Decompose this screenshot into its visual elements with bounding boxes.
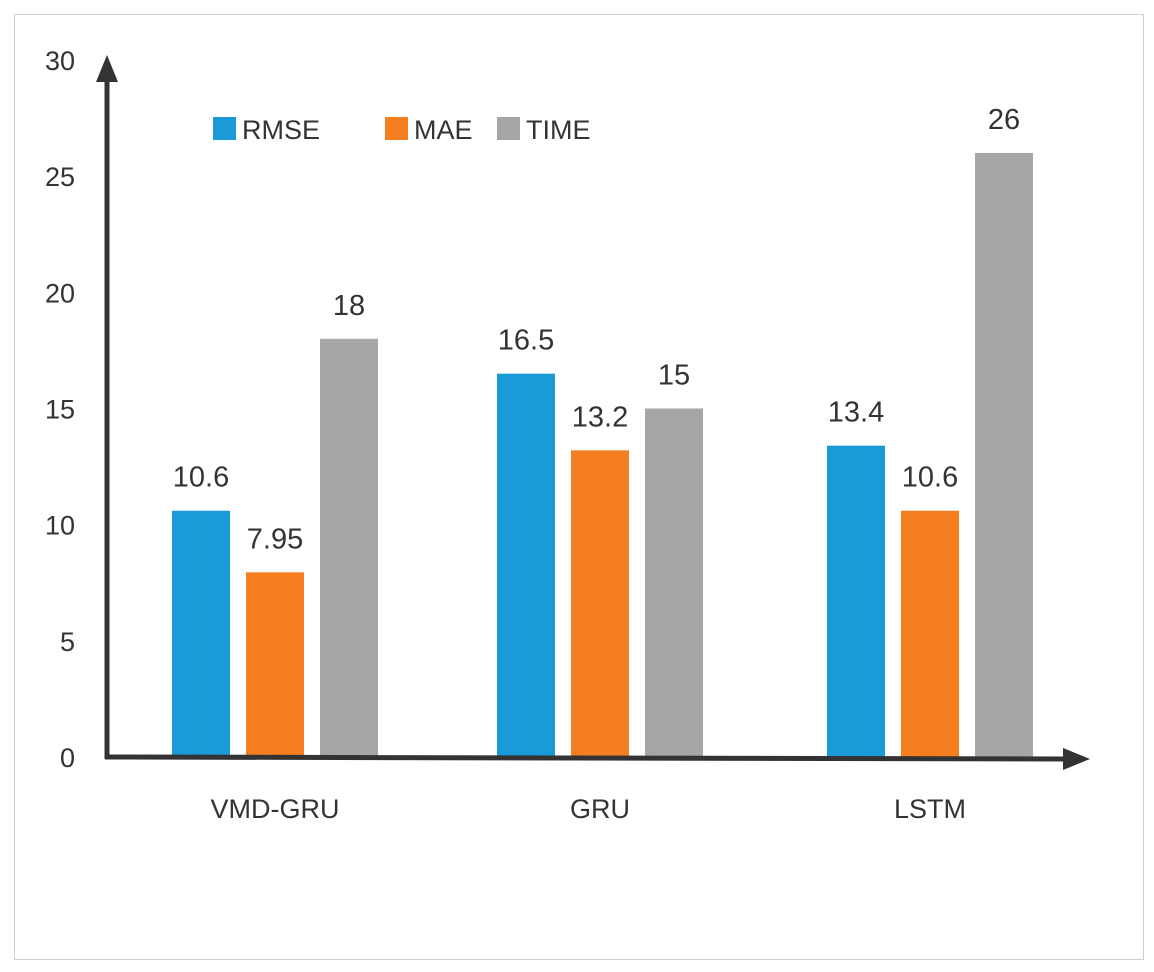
legend-swatch-rmse xyxy=(213,117,236,140)
bars xyxy=(172,152,1033,757)
y-tick-label-25: 25 xyxy=(45,162,75,192)
legend-label-mae: MAE xyxy=(414,115,473,145)
data-labels: 10.6 7.95 18 16.5 13.2 15 13.4 10.6 26 xyxy=(173,104,1020,555)
category-label-vmd-gru: VMD-GRU xyxy=(211,794,340,824)
data-label-time-gru: 15 xyxy=(658,360,690,392)
y-tick-label-5: 5 xyxy=(60,627,75,657)
bar-time-gru xyxy=(645,408,703,757)
legend-swatch-mae xyxy=(385,117,408,140)
data-label-time-vmd-gru: 18 xyxy=(333,290,365,322)
y-tick-label-15: 15 xyxy=(45,395,75,425)
data-label-time-lstm: 26 xyxy=(988,104,1020,136)
bar-rmse-gru xyxy=(497,373,555,757)
y-axis-ticks: 0 5 10 15 20 25 30 xyxy=(45,46,75,773)
category-label-gru: GRU xyxy=(570,794,630,824)
y-tick-label-20: 20 xyxy=(45,278,75,308)
category-labels: VMD-GRU GRU LSTM xyxy=(211,794,967,824)
category-label-lstm: LSTM xyxy=(894,794,966,824)
bar-rmse-lstm xyxy=(827,445,885,757)
bar-mae-lstm xyxy=(901,510,959,757)
data-label-rmse-gru: 16.5 xyxy=(498,325,554,357)
legend-label-rmse: RMSE xyxy=(242,115,320,145)
bar-mae-gru xyxy=(571,450,629,757)
data-label-rmse-lstm: 13.4 xyxy=(828,397,884,429)
x-axis-arrow xyxy=(1063,748,1090,770)
data-label-mae-vmd-gru: 7.95 xyxy=(247,523,303,555)
legend: RMSE MAE TIME xyxy=(213,115,591,145)
legend-swatch-time xyxy=(497,117,520,140)
y-tick-label-30: 30 xyxy=(45,46,75,76)
bar-mae-vmd-gru xyxy=(246,572,304,757)
y-axis-arrow xyxy=(96,55,118,82)
y-tick-label-10: 10 xyxy=(45,511,75,541)
bar-time-lstm xyxy=(975,152,1033,757)
legend-label-time: TIME xyxy=(526,115,591,145)
bar-rmse-vmd-gru xyxy=(172,510,230,757)
bar-time-vmd-gru xyxy=(320,338,378,757)
y-tick-label-0: 0 xyxy=(60,743,75,773)
data-label-mae-lstm: 10.6 xyxy=(902,462,958,494)
x-axis-line xyxy=(104,754,1066,762)
data-label-mae-gru: 13.2 xyxy=(572,401,628,433)
axes xyxy=(96,55,1090,770)
data-label-rmse-vmd-gru: 10.6 xyxy=(173,462,229,494)
